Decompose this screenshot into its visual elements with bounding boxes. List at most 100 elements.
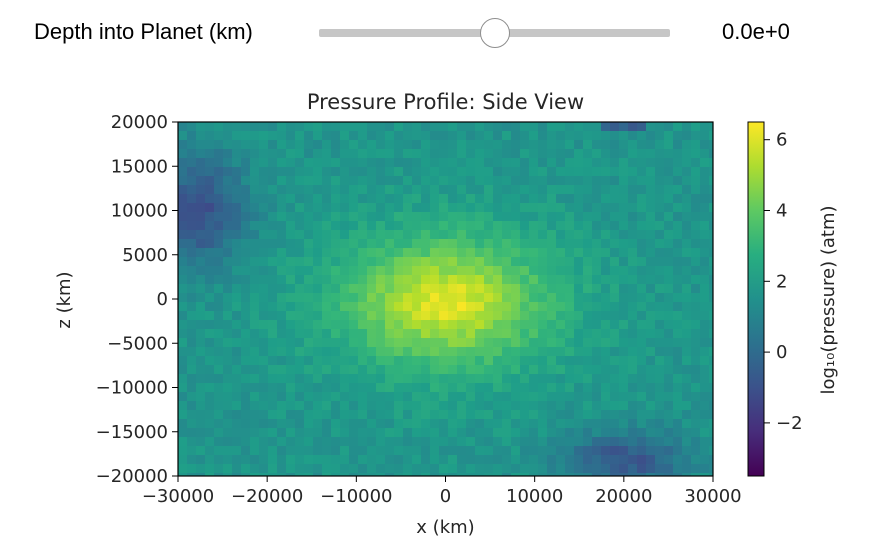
heatmap-cell <box>340 131 350 141</box>
heatmap-cell <box>340 257 350 267</box>
heatmap-cell <box>529 320 539 330</box>
heatmap-cell <box>349 455 359 465</box>
heatmap-cell <box>295 455 305 465</box>
heatmap-cell <box>628 212 638 222</box>
heatmap-cell <box>457 374 467 384</box>
heatmap-cell <box>178 239 188 249</box>
heatmap-cell <box>268 320 278 330</box>
heatmap-cell <box>682 167 692 177</box>
heatmap-cell <box>709 401 713 411</box>
heatmap-cell <box>313 464 323 474</box>
heatmap-cell <box>511 365 521 375</box>
heatmap-cell <box>538 437 548 447</box>
heatmap-cell <box>646 464 656 474</box>
heatmap-cell <box>349 464 359 474</box>
heatmap-cell <box>664 419 674 429</box>
heatmap-cell <box>286 410 296 420</box>
heatmap-cell <box>448 230 458 240</box>
heatmap-cell <box>574 284 584 294</box>
heatmap-cell <box>628 356 638 366</box>
heatmap-cell <box>691 419 701 429</box>
heatmap-cell <box>637 383 647 393</box>
heatmap-cell <box>421 428 431 438</box>
heatmap-cell <box>700 140 710 150</box>
heatmap-cell <box>484 293 494 303</box>
heatmap-cell <box>556 401 566 411</box>
heatmap-cell <box>331 131 341 141</box>
heatmap-cell <box>556 149 566 159</box>
heatmap-cell <box>205 275 215 285</box>
heatmap-cell <box>214 356 224 366</box>
heatmap-cell <box>214 311 224 321</box>
heatmap-cell <box>538 392 548 402</box>
heatmap-cell <box>511 167 521 177</box>
heatmap-cell <box>340 176 350 186</box>
heatmap-cell <box>547 131 557 141</box>
heatmap-cell <box>637 212 647 222</box>
heatmap-cell <box>268 383 278 393</box>
heatmap-cell <box>691 320 701 330</box>
heatmap-cell <box>223 374 233 384</box>
heatmap-cell <box>529 275 539 285</box>
heatmap-cell <box>664 176 674 186</box>
heatmap-cell <box>331 158 341 168</box>
heatmap-cell <box>394 437 404 447</box>
heatmap-cell <box>214 419 224 429</box>
heatmap-cell <box>520 410 530 420</box>
heatmap-cell <box>547 221 557 231</box>
x-tick-label: −10000 <box>320 486 392 507</box>
heatmap-cell <box>259 392 269 402</box>
heatmap-cell <box>340 248 350 258</box>
heatmap-cell <box>358 302 368 312</box>
heatmap-cell <box>637 149 647 159</box>
heatmap-cell <box>259 455 269 465</box>
heatmap-cell <box>556 131 566 141</box>
heatmap-cell <box>196 365 206 375</box>
heatmap-cell <box>214 194 224 204</box>
depth-slider-handle[interactable] <box>479 18 510 48</box>
heatmap-cell <box>529 221 539 231</box>
heatmap-cell <box>196 311 206 321</box>
heatmap-cell <box>385 464 395 474</box>
heatmap-cell <box>610 140 620 150</box>
heatmap-cell <box>277 464 287 474</box>
heatmap-cell <box>403 410 413 420</box>
heatmap-cell <box>448 320 458 330</box>
heatmap-cell <box>322 230 332 240</box>
heatmap-cell <box>592 464 602 474</box>
heatmap-cell <box>601 194 611 204</box>
heatmap-cell <box>646 455 656 465</box>
heatmap-cell <box>583 401 593 411</box>
heatmap-cell <box>250 455 260 465</box>
heatmap-cell <box>340 275 350 285</box>
heatmap-cell <box>673 302 683 312</box>
heatmap-cell <box>277 392 287 402</box>
heatmap-cell <box>601 356 611 366</box>
heatmap-cell <box>286 320 296 330</box>
heatmap-cell <box>457 383 467 393</box>
heatmap-cell <box>583 131 593 141</box>
heatmap-cell <box>367 284 377 294</box>
heatmap-cell <box>349 446 359 456</box>
heatmap-cell <box>376 356 386 366</box>
heatmap-cell <box>529 446 539 456</box>
heatmap-cell <box>628 122 638 132</box>
heatmap-cell <box>691 428 701 438</box>
heatmap-cell <box>250 284 260 294</box>
heatmap-cell <box>565 212 575 222</box>
heatmap-cell <box>457 266 467 276</box>
heatmap-cell <box>196 302 206 312</box>
heatmap-cell <box>475 374 485 384</box>
heatmap-cell <box>601 446 611 456</box>
heatmap-cell <box>268 248 278 258</box>
y-tick-label: −10000 <box>96 378 168 399</box>
heatmap-cell <box>529 302 539 312</box>
heatmap-cell <box>709 203 713 213</box>
heatmap-cell <box>574 131 584 141</box>
heatmap-cell <box>484 284 494 294</box>
heatmap-cell <box>349 158 359 168</box>
heatmap-cell <box>583 284 593 294</box>
heatmap-cell <box>628 131 638 141</box>
heatmap-cell <box>709 257 713 267</box>
heatmap-cell <box>592 248 602 258</box>
